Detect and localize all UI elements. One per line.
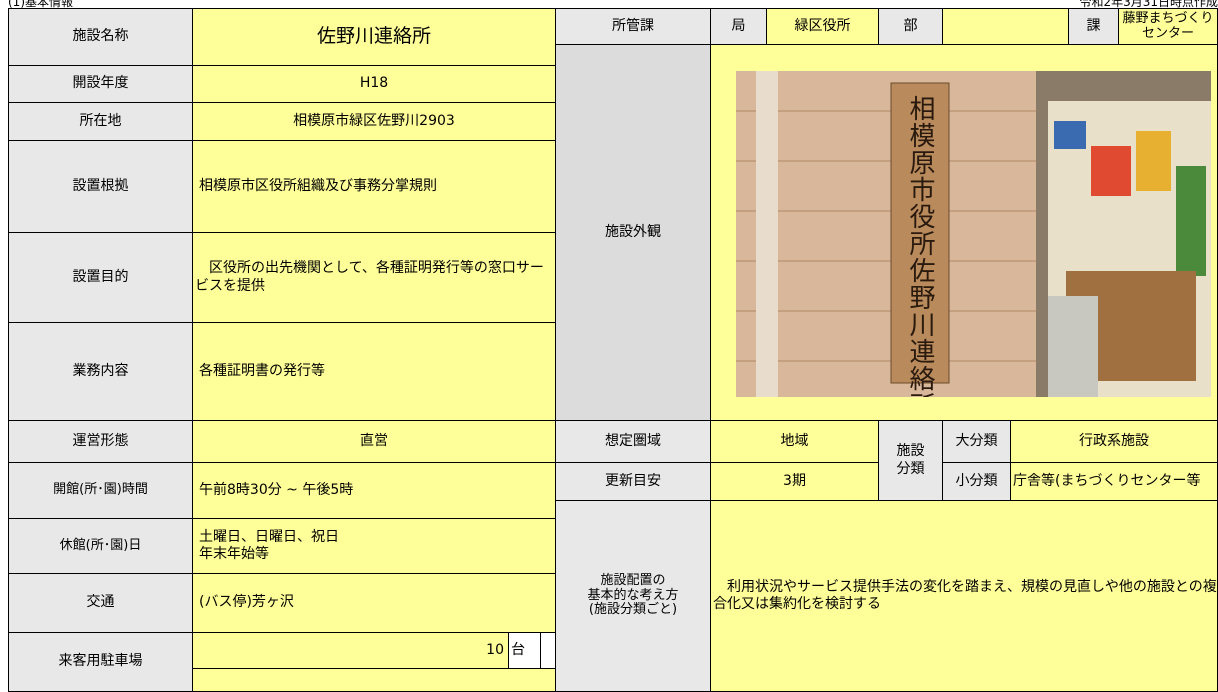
value: 利用状況やサービス提供手法の変化を踏まえ、規模の見直しや他の施設との複合化又は集… — [710, 500, 1218, 692]
sign-text: 相模原市役所佐野川連絡所 — [905, 95, 935, 397]
label: 施設分類 — [878, 420, 943, 501]
label: 施設外観 — [555, 44, 711, 421]
value: 午前8時30分 ~ 午後5時 — [192, 462, 556, 519]
label: 開館(所･園)時間 — [8, 462, 193, 519]
value: 10 — [192, 632, 509, 669]
label: 開設年度 — [8, 65, 193, 103]
value: 土曜日、日曜日、祝日 年末年始等 — [192, 518, 556, 574]
label: 交通 — [8, 573, 193, 633]
label: 所管課 — [555, 8, 711, 45]
photo-cell: 相模原市役所佐野川連絡所 — [710, 44, 1218, 421]
label: 課 — [1068, 8, 1119, 45]
label: 更新目安 — [555, 462, 711, 501]
label: 小分類 — [942, 462, 1011, 501]
value: 庁舎等(まちづくりセンター等 — [1010, 462, 1218, 501]
value: 相模原市区役所組織及び事務分掌規則 — [192, 140, 556, 233]
label: 施設名称 — [8, 8, 193, 66]
value: 緑区役所 — [766, 8, 879, 45]
value: 佐野川連絡所 — [192, 8, 556, 66]
blank — [540, 632, 556, 669]
value: 地域 — [710, 420, 879, 463]
value: H18 — [192, 65, 556, 103]
label: 設置目的 — [8, 232, 193, 323]
label: 運営形態 — [8, 420, 193, 463]
facility-photo: 相模原市役所佐野川連絡所 — [736, 71, 1211, 397]
section-title: (1)基本情報 — [8, 0, 73, 9]
value: (バス停)芳ヶ沢 — [192, 573, 556, 633]
value: 藤野まちづくりセンター — [1118, 8, 1218, 45]
label: 想定圏域 — [555, 420, 711, 463]
value: 行政系施設 — [1010, 420, 1218, 463]
value: 各種証明書の発行等 — [192, 322, 556, 421]
label: 設置根拠 — [8, 140, 193, 233]
value: 直営 — [192, 420, 556, 463]
label: 部 — [878, 8, 943, 45]
label-text: 施設分類 — [896, 443, 925, 477]
label: 来客用駐車場 — [8, 632, 193, 692]
label: 局 — [710, 8, 767, 45]
unit: 台 — [508, 632, 541, 669]
created-date: 令和2年3月31日時点作成 — [1079, 0, 1218, 9]
value: 区役所の出先機関として、各種証明発行等の窓口サービスを提供 — [192, 232, 556, 323]
label: 大分類 — [942, 420, 1011, 463]
label: 施設配置の 基本的な考え方 (施設分類ごと) — [555, 500, 711, 692]
blank — [192, 668, 556, 692]
blank — [942, 8, 1069, 45]
value: 3期 — [710, 462, 879, 501]
label: 所在地 — [8, 102, 193, 141]
value: 相模原市緑区佐野川2903 — [192, 102, 556, 141]
label: 業務内容 — [8, 322, 193, 421]
label: 休館(所･園)日 — [8, 518, 193, 574]
